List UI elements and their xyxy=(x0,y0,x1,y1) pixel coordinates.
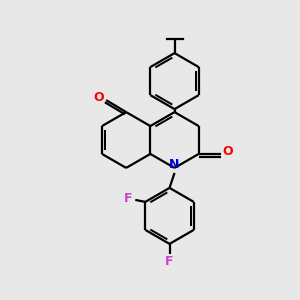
Text: F: F xyxy=(165,255,174,268)
Text: O: O xyxy=(94,91,104,103)
Text: O: O xyxy=(222,146,233,158)
Text: N: N xyxy=(169,158,180,171)
Text: F: F xyxy=(124,192,133,206)
